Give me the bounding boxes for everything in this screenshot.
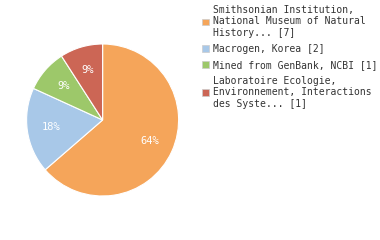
- Legend: Smithsonian Institution,
National Museum of Natural
History... [7], Macrogen, Ko: Smithsonian Institution, National Museum…: [203, 5, 378, 109]
- Wedge shape: [27, 88, 103, 170]
- Text: 64%: 64%: [140, 137, 159, 146]
- Wedge shape: [45, 44, 179, 196]
- Text: 18%: 18%: [42, 122, 61, 132]
- Text: 9%: 9%: [57, 81, 70, 91]
- Wedge shape: [62, 44, 103, 120]
- Wedge shape: [33, 56, 103, 120]
- Text: 9%: 9%: [82, 66, 94, 75]
